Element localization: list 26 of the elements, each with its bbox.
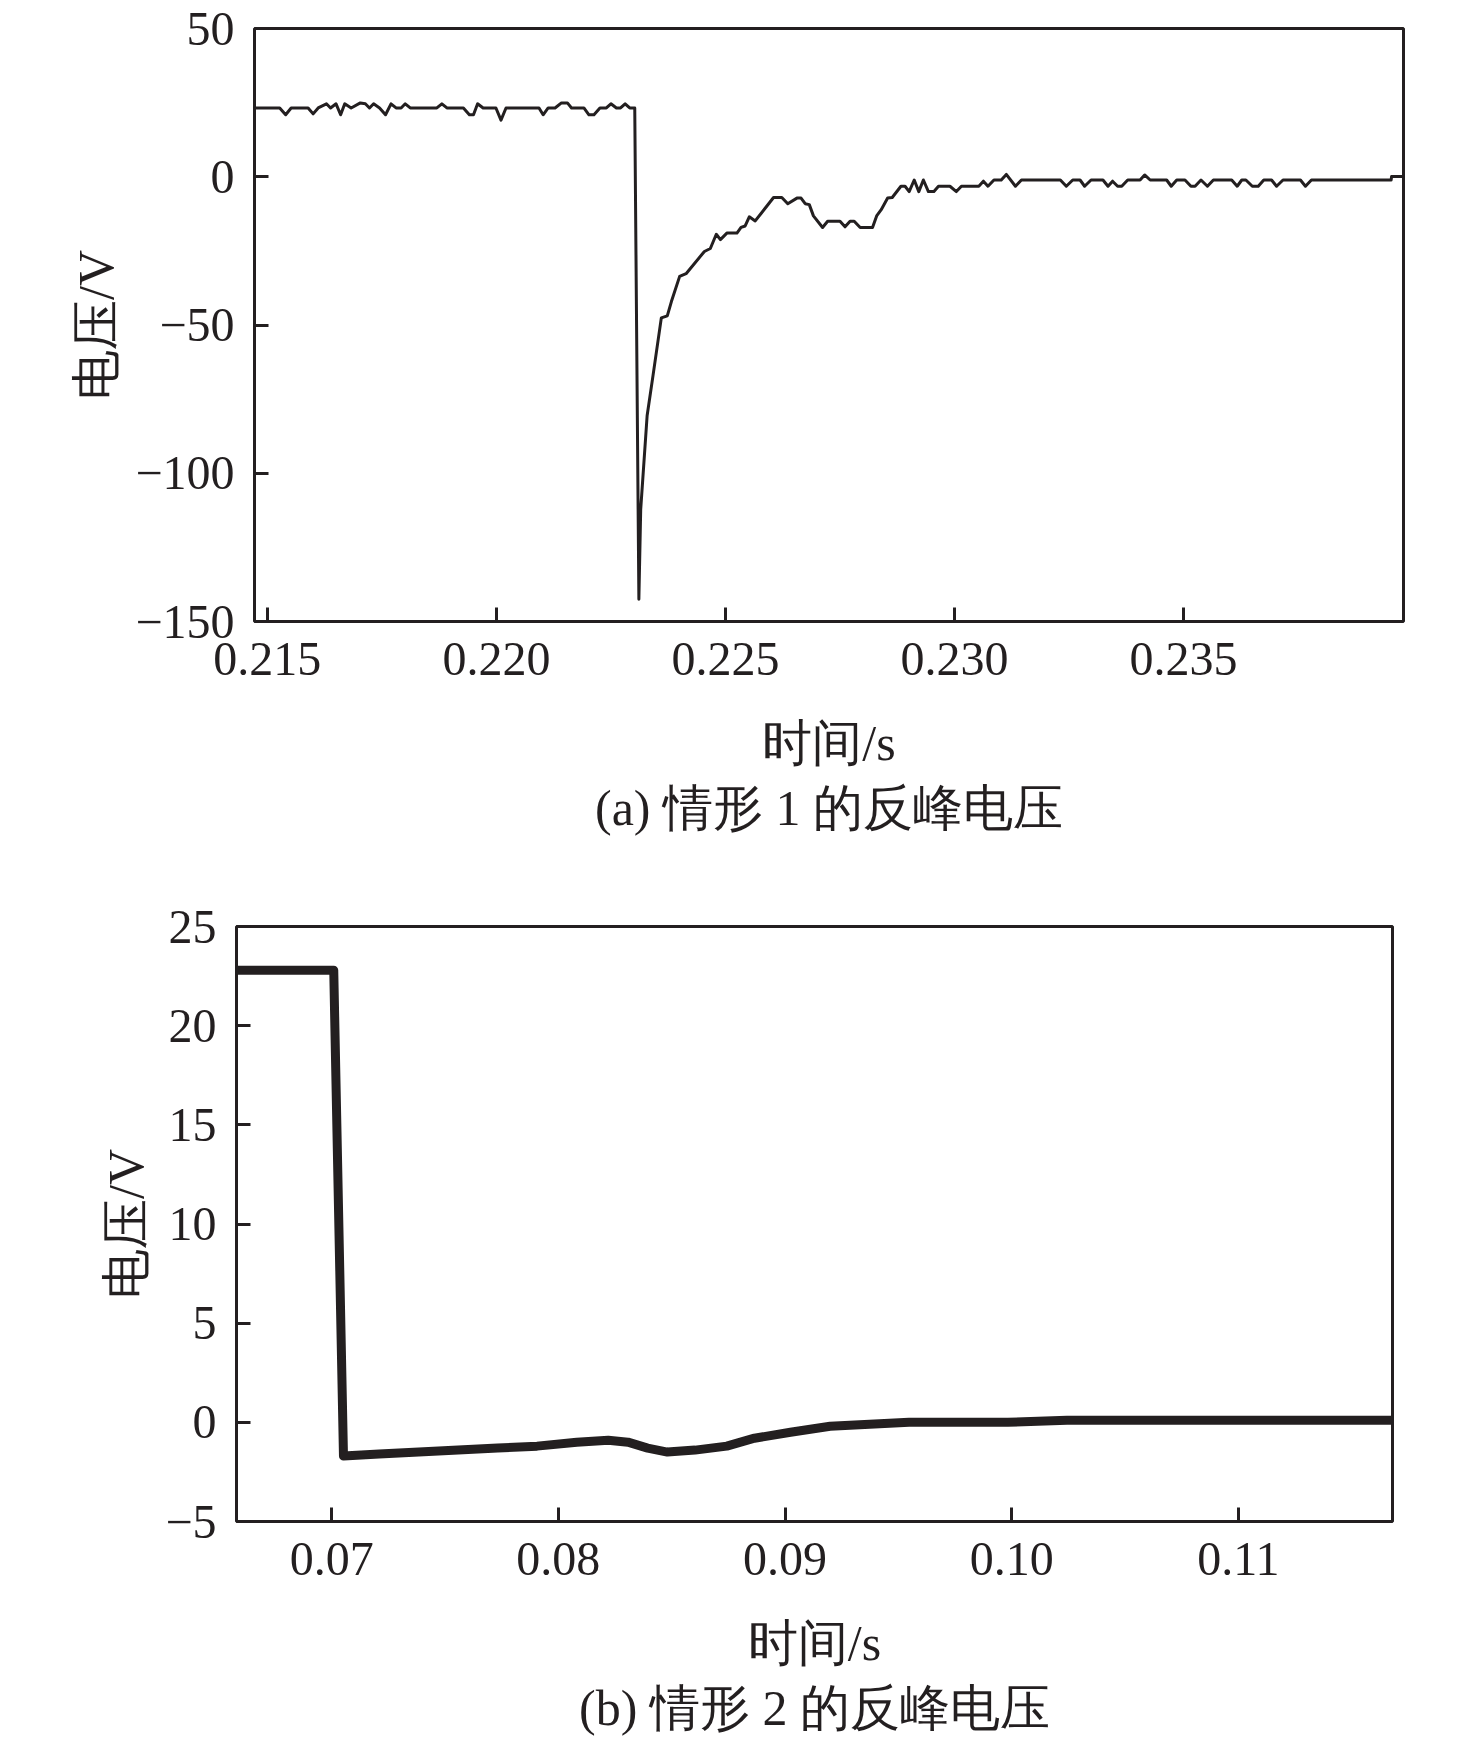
x-tick-label: 0.235 <box>1129 631 1238 685</box>
y-tick-label: 5 <box>192 1296 217 1350</box>
y-tick-label: 15 <box>168 1097 217 1151</box>
x-axis-title: 时间/s <box>747 1614 882 1671</box>
x-tick-label: 0.07 <box>289 1531 374 1585</box>
y-tick-label: 50 <box>186 1 235 55</box>
y-axis-title: 电压/V <box>98 1149 155 1299</box>
y-tick-label: 10 <box>168 1197 217 1250</box>
x-tick-label: 0.230 <box>900 631 1009 685</box>
x-tick-label: 0.10 <box>969 1531 1054 1585</box>
x-tick-label: 0.08 <box>516 1531 601 1585</box>
x-axis-title: 时间/s <box>762 714 896 771</box>
x-tick-label: 0.09 <box>743 1531 828 1585</box>
x-tick-label: 0.11 <box>1197 1531 1280 1585</box>
y-tick-label: 20 <box>168 998 217 1052</box>
y-axis-title: 电压/V <box>68 250 125 400</box>
x-tick-label: 0.220 <box>442 631 551 685</box>
y-tick-label: 25 <box>168 899 217 953</box>
y-tick-label: −5 <box>165 1494 217 1548</box>
text: (b) 情形 2 的反峰电压 <box>579 1679 1050 1736</box>
y-tick-label: 0 <box>192 1395 217 1449</box>
x-tick-label: 0.225 <box>671 631 780 685</box>
y-tick-label: −100 <box>135 446 235 500</box>
y-tick-label: 0 <box>210 149 235 203</box>
text: (a) 情形 1 的反峰电压 <box>595 779 1063 836</box>
y-tick-label: −50 <box>159 298 235 351</box>
